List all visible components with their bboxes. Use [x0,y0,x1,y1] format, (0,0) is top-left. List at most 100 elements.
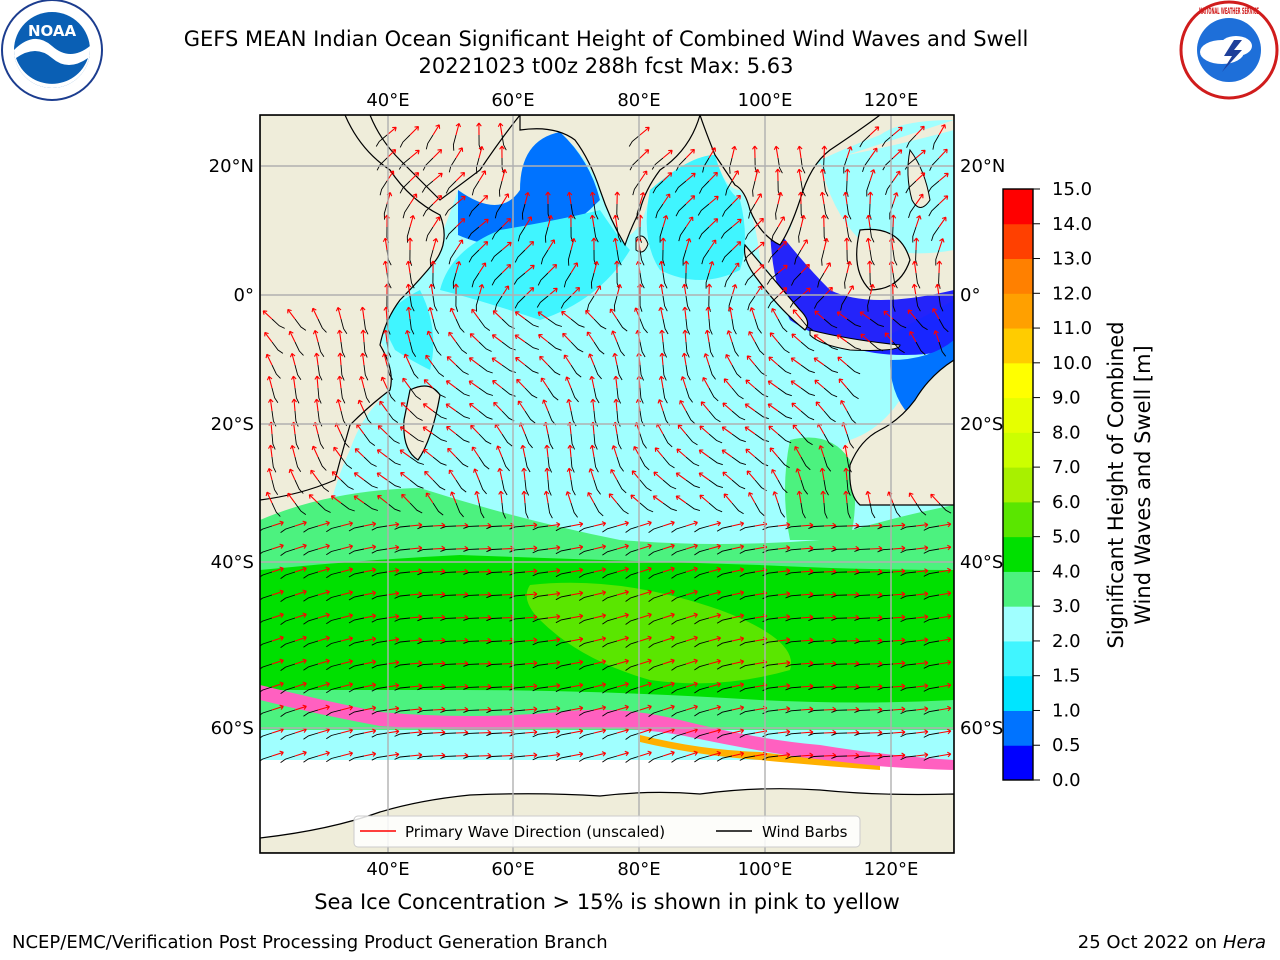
wind-barb [478,433,492,445]
wave-arrow [547,591,561,597]
wave-arrow [662,149,673,159]
wind-barb [823,456,832,472]
wind-barb [532,732,549,738]
wave-arrow [386,636,400,643]
wind-barb [570,318,585,328]
wind-barb [509,571,526,576]
wind-barb [494,203,503,219]
wave-arrow [820,490,826,504]
wave-arrow [771,469,779,481]
wave-arrow [869,706,883,713]
wind-barb [555,686,572,693]
wave-arrow [773,145,780,159]
wave-arrow [591,237,597,251]
wave-arrow [682,329,688,343]
wave-arrow [363,590,377,596]
wind-barb [363,318,369,335]
wave-arrow [938,216,947,228]
wave-arrow [865,490,871,504]
wave-arrow [869,614,883,621]
wave-arrow [317,681,330,688]
wind-barb [280,617,296,625]
wind-barb [705,272,710,289]
wind-barb [578,755,595,762]
wind-barb [671,709,687,717]
wind-barb [578,732,595,739]
wave-arrow [478,262,487,274]
wave-arrow [363,544,377,550]
wind-barb [923,686,940,692]
wind-barb [371,663,388,669]
wind-barb [694,571,710,579]
wind-barb [593,341,605,355]
wind-barb [432,456,447,466]
wave-arrow [524,240,535,251]
wave-arrow [331,471,342,481]
wave-arrow [821,145,828,159]
wind-barb [616,387,622,404]
wave-arrow [386,728,400,735]
wind-barb [877,755,894,760]
wave-arrow [731,262,740,274]
wave-arrow [800,214,806,228]
wave-arrow [813,357,825,366]
wave-arrow [800,239,809,251]
wave-arrow [294,704,307,711]
wave-arrow [616,750,629,757]
wave-arrow [616,566,629,573]
wind-barb [440,709,457,713]
wind-barb [340,318,348,334]
colorbar-segment [1003,675,1033,711]
wave-arrow [842,214,849,228]
wave-arrow [423,379,434,389]
wave-arrow [409,172,420,182]
wind-barb [785,571,802,576]
wave-arrow [357,399,365,412]
wave-arrow [744,403,756,412]
wave-arrow [427,306,434,320]
australia-land [849,359,954,506]
wave-arrow [409,660,423,666]
wave-arrow [311,307,319,320]
wind-barb [417,594,434,599]
wind-barb [708,410,721,423]
wind-barb [386,433,400,444]
wind-barb [625,525,641,533]
wind-barb [771,226,779,242]
wind-barb [455,387,470,397]
wave-arrow [722,471,733,481]
wave-arrow [294,681,307,688]
wave-arrow [409,683,423,689]
wind-barb [409,479,424,489]
wave-arrow [662,589,675,596]
wind-barb [593,226,599,243]
wave-arrow [915,683,929,689]
wind-barb [731,479,746,490]
wind-barb [785,663,802,668]
wave-arrow [938,544,952,551]
wind-barb [386,502,401,512]
wave-arrow [496,445,503,458]
wind-barb [524,318,539,328]
wind-barb [317,433,325,449]
wave-arrow [524,660,538,667]
wind-barb [417,732,434,737]
wind-barb [509,640,526,645]
wind-barb [555,663,572,670]
wave-arrow [291,398,298,412]
wave-arrow [340,727,354,734]
wave-arrow [432,124,441,136]
wave-arrow [409,545,423,551]
wave-arrow [455,147,464,159]
wind-barb [846,341,862,351]
wind-barb [823,318,838,329]
wave-arrow [913,237,920,251]
wave-arrow [731,728,745,734]
wind-barb [280,709,296,717]
colorbar-segment [1003,606,1033,642]
wind-barb [854,686,871,690]
wind-barb [798,226,802,243]
wind-barb [521,203,526,220]
wind-barb [892,502,901,518]
colorbar-frame [1002,188,1034,781]
